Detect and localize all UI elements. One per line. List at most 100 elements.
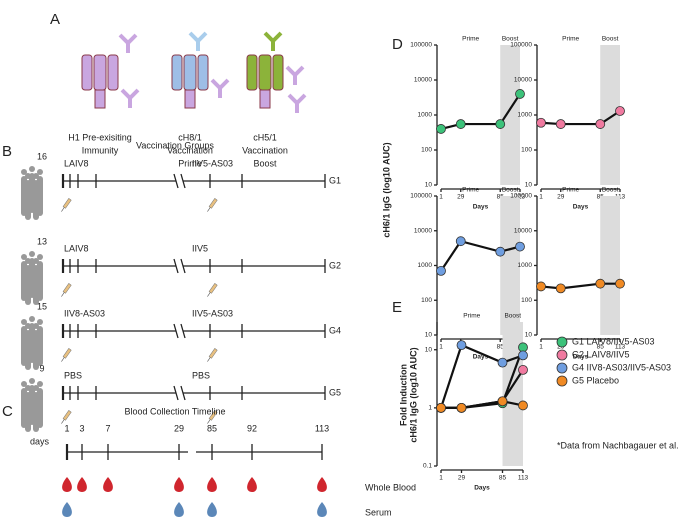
group-size: 16 <box>37 151 47 161</box>
annotation: Boost <box>602 187 619 194</box>
axis-break <box>173 323 179 339</box>
head <box>29 251 35 257</box>
y-tick-label: 10 <box>425 346 433 353</box>
syringe-needle <box>207 207 211 212</box>
panel-label: E <box>392 299 402 316</box>
head <box>21 319 27 325</box>
syringe-needle <box>207 357 211 362</box>
y-tick-label: 0.1 <box>423 463 432 470</box>
y-axis-label: cH6/1 IgG (log10 AUC) <box>408 347 418 442</box>
icon-caption: H1 Pre-exisiting <box>68 132 132 142</box>
body <box>33 330 39 370</box>
syringe-needle <box>61 292 65 297</box>
body <box>25 392 31 432</box>
body <box>33 265 39 305</box>
day-label: 1 <box>64 423 69 433</box>
y-tick-label: 10000 <box>514 77 532 84</box>
annotation: Boost <box>502 187 519 194</box>
day-label: 85 <box>207 423 217 433</box>
data-point <box>518 350 528 361</box>
body <box>25 180 31 220</box>
data-point <box>536 281 546 292</box>
boost-shade <box>600 196 620 335</box>
legend-marker <box>556 362 568 374</box>
syringe-icon <box>61 410 72 424</box>
x-tick-label: 1 <box>439 475 443 482</box>
axis-break <box>180 323 186 339</box>
syringe-body <box>62 348 72 359</box>
drop <box>103 477 113 492</box>
boost-shade <box>500 196 520 335</box>
x-tick-label: 29 <box>557 194 565 201</box>
drop <box>174 477 184 492</box>
syringe-needle <box>61 419 65 424</box>
drop <box>174 502 184 517</box>
x-axis-label: Days <box>473 204 489 211</box>
x-tick-label: 29 <box>457 194 465 201</box>
y-axis-label: Fold Induction <box>398 364 408 426</box>
axis-break <box>180 258 186 274</box>
data-point <box>497 357 508 368</box>
x-tick-label: 113 <box>515 194 526 201</box>
footnote: *Data from Nachbagauer et al. <box>557 440 679 450</box>
drop <box>62 477 72 492</box>
body <box>25 330 31 370</box>
legend-marker <box>556 336 568 348</box>
panel-title: Vaccination Groups <box>136 140 214 150</box>
head <box>33 323 39 329</box>
legend-label: G4 IIV8-AS03/IIV5-AS03 <box>572 362 671 372</box>
drop <box>247 477 257 492</box>
y-tick-label: 1000 <box>518 112 533 119</box>
legend-label: Serum <box>365 507 392 517</box>
data-point <box>495 246 506 257</box>
data-point <box>615 278 625 289</box>
annotation: Boost <box>602 36 619 43</box>
y-tick-label: 1000 <box>418 262 433 269</box>
head <box>25 258 31 264</box>
data-point <box>555 283 566 294</box>
icon-caption: cH5/1 <box>253 132 277 142</box>
legend-label: Whole Blood <box>365 482 416 492</box>
head <box>29 378 35 384</box>
data-point <box>456 340 467 351</box>
drop <box>207 502 217 517</box>
data-point <box>555 119 566 129</box>
x-axis-label: Days <box>474 485 490 492</box>
boost-shade <box>500 45 520 185</box>
x-axis-label: Days <box>573 354 589 361</box>
head <box>37 319 43 325</box>
day-label: 113 <box>315 423 329 433</box>
y-tick-label: 100000 <box>410 193 432 200</box>
head <box>37 254 43 260</box>
legend-marker <box>556 349 568 361</box>
syringe-needle <box>61 357 65 362</box>
series-line <box>440 239 521 272</box>
x-tick-label: 1 <box>539 194 543 201</box>
x-tick-label: 85 <box>497 344 505 351</box>
y-tick-label: 1 <box>428 405 432 412</box>
data-point <box>518 364 528 375</box>
annotation: Prime <box>562 187 579 194</box>
icon-caption: Immunity <box>82 145 119 155</box>
annotation: Boost <box>502 36 519 43</box>
x-axis-label: Days <box>473 354 489 361</box>
y-tick-label: 100 <box>521 147 532 154</box>
x-tick-label: 113 <box>518 475 529 482</box>
syringe-icon <box>207 348 218 362</box>
x-tick-label: 1 <box>439 344 443 351</box>
annotation: Prime <box>463 313 480 320</box>
boost-shade <box>600 45 620 185</box>
data-point <box>436 124 446 134</box>
people-icon <box>21 251 43 305</box>
day-label: 7 <box>105 423 110 433</box>
panel-label: B <box>2 143 12 160</box>
y-tick-label: 100 <box>421 147 432 154</box>
drop <box>77 477 87 492</box>
body <box>33 392 39 432</box>
syringe-icon <box>61 198 72 212</box>
y-tick-label: 1000 <box>418 112 433 119</box>
data-point <box>536 117 546 128</box>
axis-break <box>173 385 179 401</box>
legend-label: G1 LAIV8/IIV5-AS03 <box>572 336 655 346</box>
